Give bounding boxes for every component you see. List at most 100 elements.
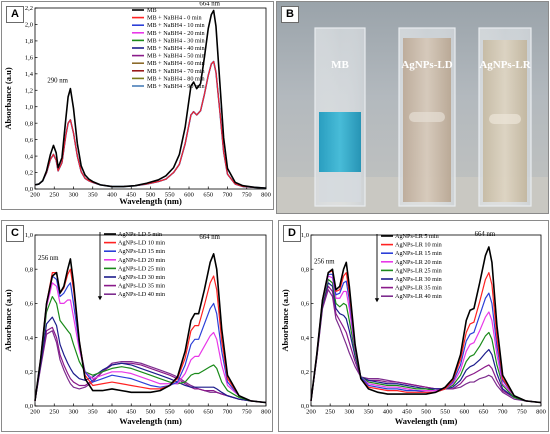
series-line-a-0 — [34, 9, 267, 189]
x-tick-label: 550 — [440, 409, 450, 416]
x-tick-label: 500 — [146, 192, 156, 199]
series-line-c-6 — [34, 326, 267, 404]
legend-arrow-head — [374, 298, 380, 303]
y-tick-label: 2,0 — [25, 22, 33, 29]
legend-entry: AgNPs-LR 20 min — [395, 259, 442, 266]
x-tick-label: 300 — [69, 409, 79, 416]
legend-entry: AgNPs-LD 10 min — [118, 240, 165, 247]
y-tick-label: 0,6 — [301, 301, 310, 308]
x-axis-title: Wavelength (nm) — [119, 196, 182, 206]
panel-b-photo: MB AgNPs-LD AgNPs-LR B — [276, 1, 549, 214]
panel-c-chart: C 200 250 300 350 400 450 500 550 600 650 700 750 80… — [1, 220, 273, 432]
legend-entry: MB + NaBH4 - 30 min — [147, 37, 205, 44]
x-tick-label: 750 — [242, 192, 252, 199]
y-tick-label: 1,2 — [25, 87, 33, 94]
y-tick-label: 1,6 — [25, 55, 34, 62]
x-tick-label: 400 — [107, 192, 117, 199]
x-tick-label: 250 — [49, 192, 59, 199]
series-line-d-4 — [310, 278, 542, 404]
legend-entry: AgNPs-LD 40 min — [118, 291, 165, 298]
legend-entry: MB + NaBH4 - 0 min — [147, 15, 202, 22]
x-tick-label: 750 — [242, 409, 252, 416]
x-tick-label: 500 — [146, 409, 156, 416]
legend-entry: MB + NaBH4 - 70 min — [147, 68, 205, 75]
legend-entry: AgNPs-LR 5 min — [395, 233, 439, 240]
legend-entry: AgNPs-LD 25 min — [118, 265, 165, 272]
x-tick-label: 800 — [536, 409, 546, 416]
x-tick-label: 400 — [107, 409, 117, 416]
peak-annotation: 256 nm — [314, 258, 335, 265]
panel-a-plot: 200 250 300 350 400 450 500 550 600 650 700 750 800 0… — [3, 2, 271, 206]
panel-a-label: A — [6, 6, 24, 23]
x-tick-label: 250 — [325, 409, 335, 416]
x-tick-label: 350 — [88, 192, 98, 199]
legend-entry: AgNPs-LD 5 min — [118, 231, 162, 238]
legend-entry: MB + NaBH4 - 50 min — [147, 53, 205, 60]
series-line-d-0 — [310, 246, 542, 404]
y-tick-label: 1,8 — [25, 38, 33, 45]
legend-entry: AgNPs-LR 10 min — [395, 242, 442, 249]
legend-entry: AgNPs-LR 30 min — [395, 276, 442, 283]
x-tick-label: 400 — [383, 409, 393, 416]
x-tick-label: 700 — [223, 409, 233, 416]
x-tick-label: 200 — [30, 192, 40, 199]
x-tick-label: 300 — [344, 409, 354, 416]
cuvette-label-agnps-ld: AgNPs-LD — [401, 59, 452, 71]
y-tick-label: 0,8 — [25, 266, 33, 273]
y-axis-title: Absorbance (a.u) — [3, 67, 13, 130]
y-tick-label: 0,2 — [25, 170, 33, 177]
y-tick-label: 0,0 — [25, 186, 33, 193]
series-line-c-7 — [34, 330, 267, 404]
legend-entry: AgNPs-LR 40 min — [395, 293, 442, 300]
y-tick-label: 2,2 — [25, 5, 33, 12]
series-line-c-2 — [34, 275, 267, 404]
panel-d-plot: 200 250 300 350 400 450 500 550 600 650 700 750 800 0… — [280, 231, 546, 426]
x-tick-label: 450 — [126, 192, 136, 199]
panel-c-plot: 200 250 300 350 400 450 500 550 600 650 700 750 800 0… — [3, 231, 271, 426]
panel-a-chart: A 200 250 300 350 400 450 500 550 600 650 700 750 80… — [1, 1, 274, 210]
legend-entry: MB — [147, 7, 157, 14]
x-tick-label: 650 — [203, 192, 213, 199]
panel-d-label: D — [283, 225, 301, 242]
series-line-d-6 — [310, 285, 542, 404]
peak-annotation: 664 nm — [475, 231, 496, 238]
legend-entry: MB + NaBH4 - 60 min — [147, 60, 205, 67]
y-tick-label: 0,4 — [25, 335, 34, 342]
x-tick-label: 650 — [203, 409, 213, 416]
x-tick-label: 800 — [261, 192, 271, 199]
x-tick-label: 250 — [49, 409, 59, 416]
series-line-c-4 — [34, 295, 267, 404]
legend-entry: AgNPs-LD 30 min — [118, 274, 165, 281]
legend-entry: AgNPs-LR 15 min — [395, 250, 442, 257]
panel-d-chart: D 200 250 300 350 400 450 500 550 600 650 700 750 80… — [278, 220, 549, 432]
y-tick-label: 0,4 — [25, 153, 34, 160]
x-tick-label: 350 — [88, 409, 98, 416]
legend-entry: AgNPs-LD 15 min — [118, 248, 165, 255]
x-tick-label: 600 — [459, 409, 469, 416]
series-line-d-2 — [310, 273, 542, 404]
y-tick-label: 1,0 — [25, 104, 33, 111]
y-axis-title: Absorbance (a.u) — [3, 289, 13, 352]
x-tick-label: 200 — [30, 409, 40, 416]
x-tick-label: 450 — [402, 409, 412, 416]
legend-entry: MB + NaBH4 - 20 min — [147, 30, 205, 37]
cuvette-label-agnps-lr: AgNPs-LR — [479, 59, 531, 71]
x-tick-label: 200 — [306, 409, 316, 416]
x-tick-label: 550 — [165, 409, 175, 416]
x-tick-label: 500 — [421, 409, 431, 416]
legend-entry: MB + NaBH4 - 80 min — [147, 75, 205, 82]
y-tick-label: 1,0 — [25, 232, 33, 239]
x-tick-label: 600 — [184, 192, 194, 199]
peak-annotation: 664 nm — [199, 2, 220, 7]
y-tick-label: 0,6 — [25, 137, 34, 144]
y-tick-label: 0,6 — [25, 301, 34, 308]
peak-annotation: 256 nm — [38, 255, 59, 262]
legend-entry: AgNPs-LR 35 min — [395, 285, 442, 292]
cuvette-label-mb: MB — [331, 59, 349, 71]
x-tick-label: 800 — [261, 409, 271, 416]
x-tick-label: 550 — [165, 192, 175, 199]
series-line-c-0 — [34, 253, 267, 404]
series-line-d-1 — [310, 270, 542, 404]
panel-c-label: C — [6, 225, 24, 242]
y-tick-label: 0,0 — [25, 403, 33, 410]
